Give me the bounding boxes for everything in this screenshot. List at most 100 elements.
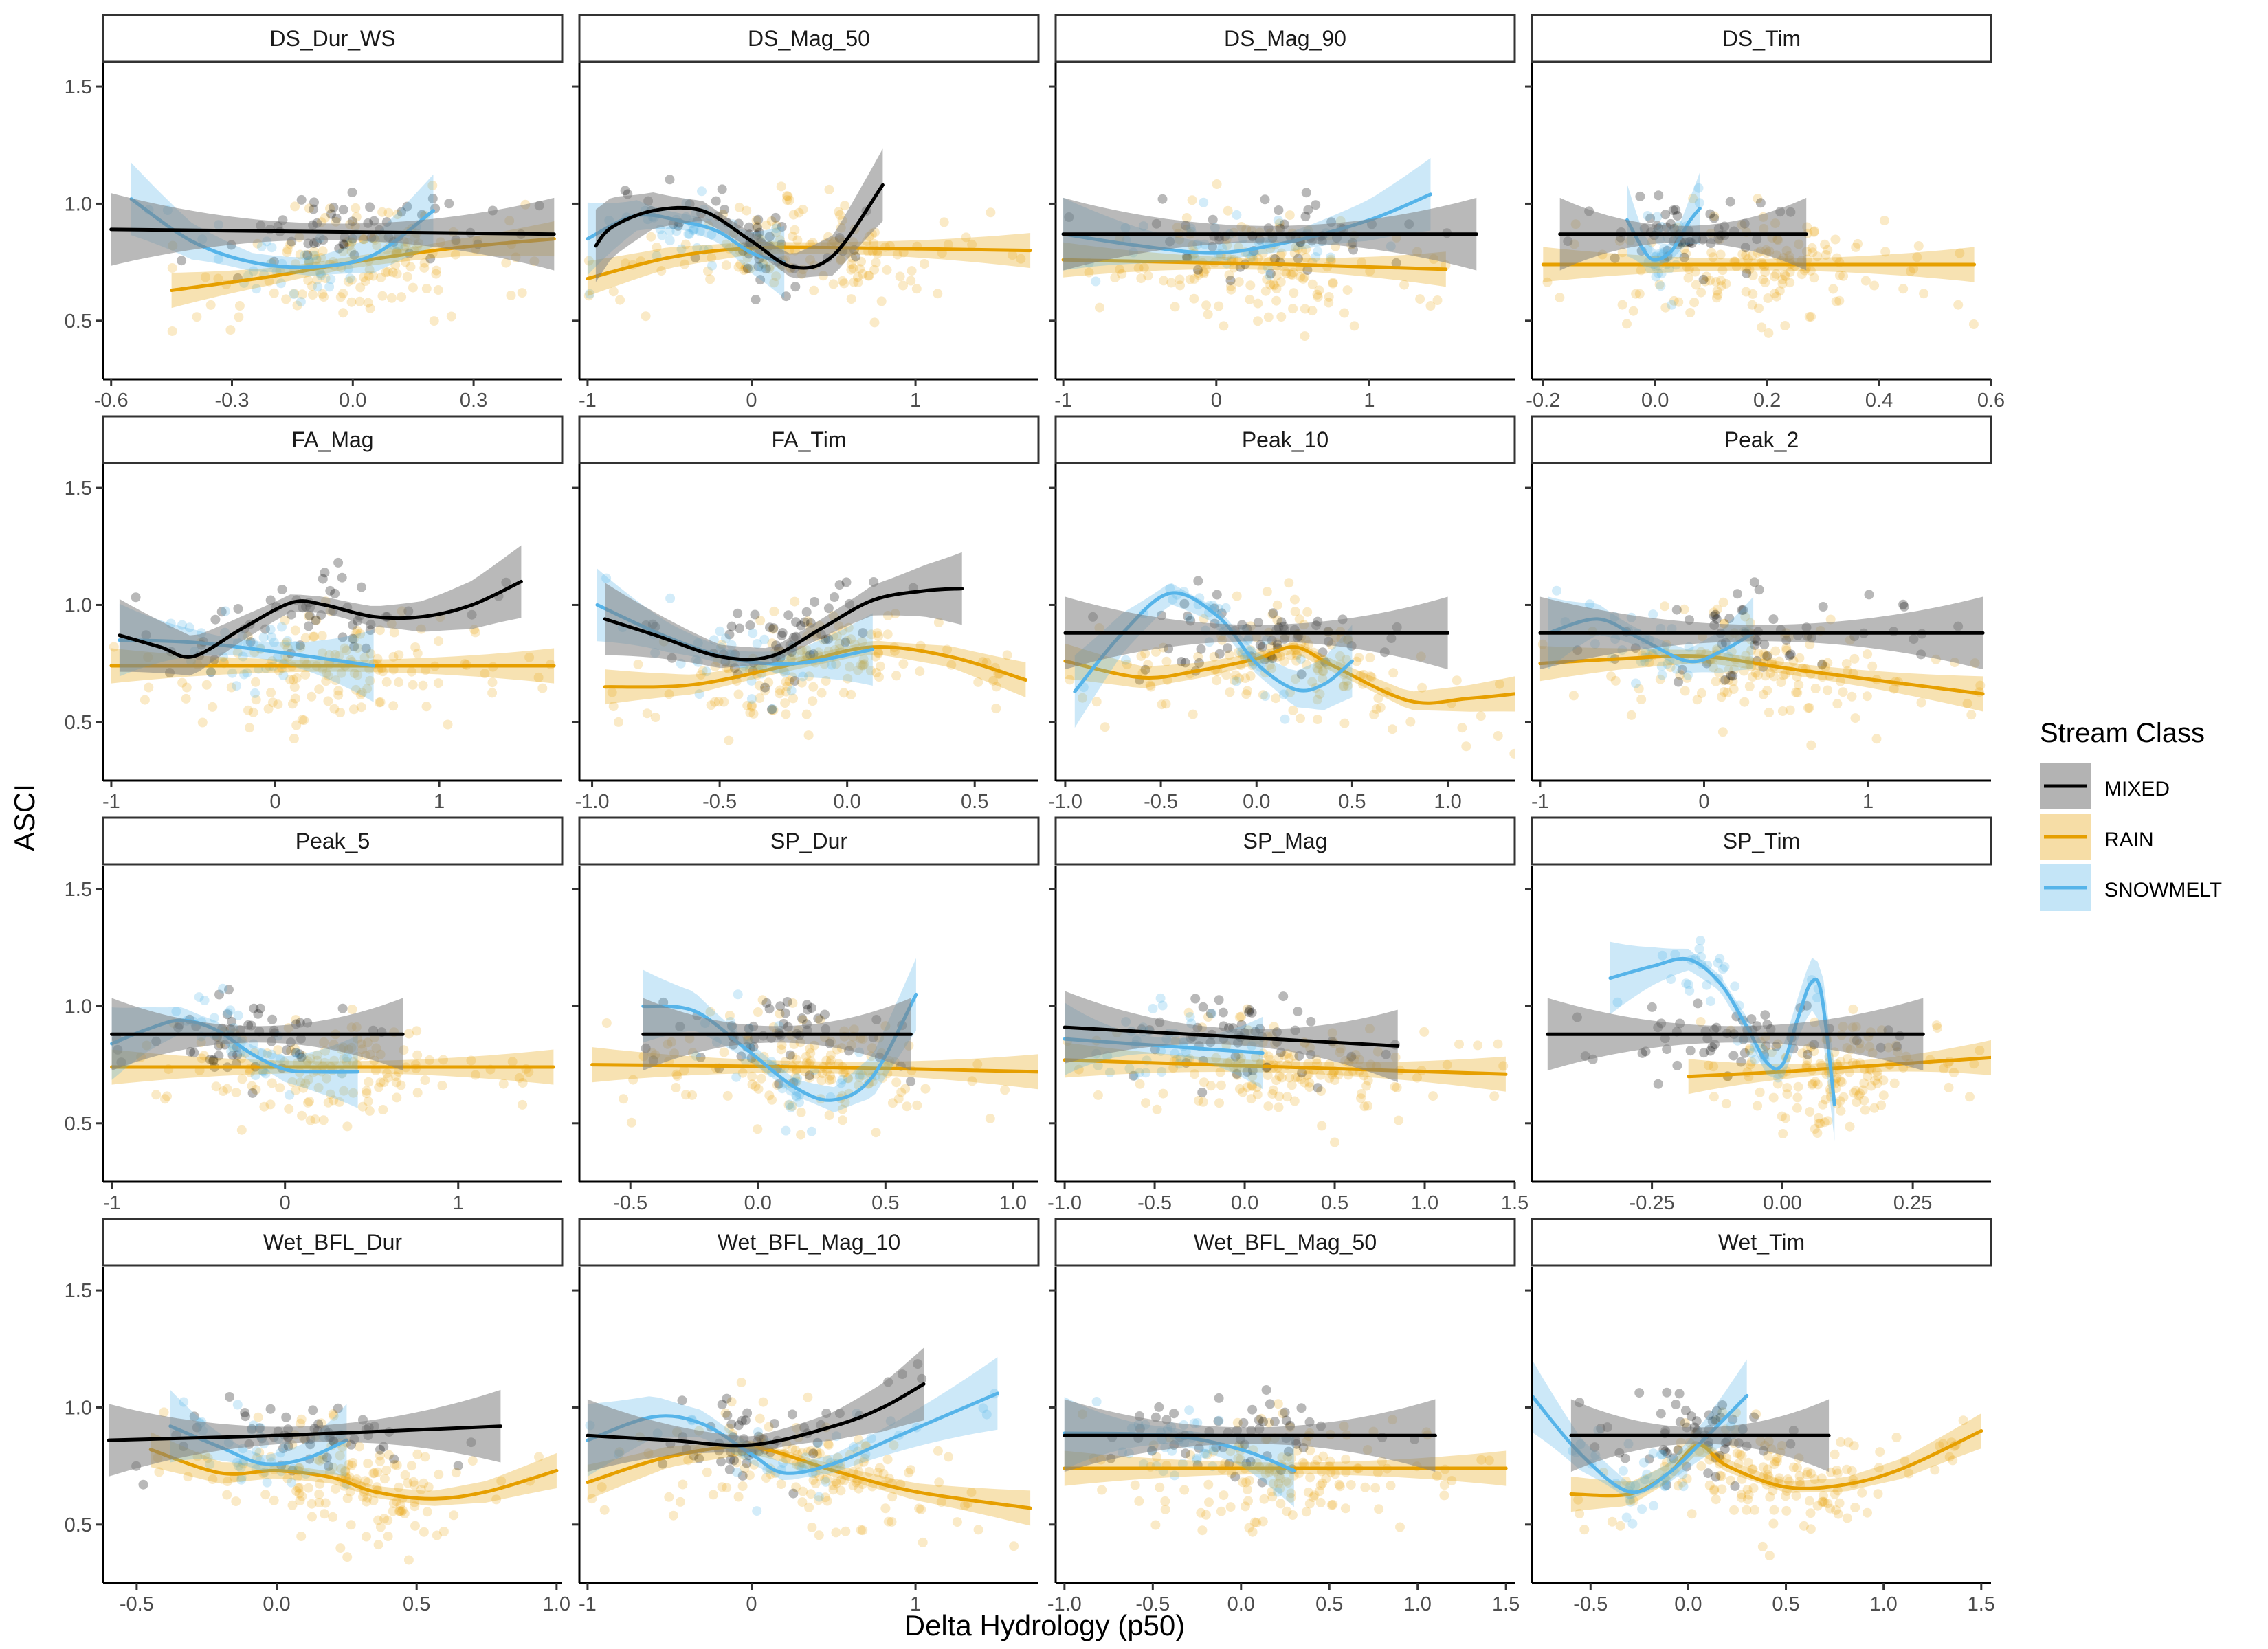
point-mixed — [808, 1448, 819, 1459]
point-rain — [641, 311, 651, 322]
point-mixed — [1679, 252, 1689, 262]
legend-keys — [2040, 763, 2091, 911]
point-rain — [1665, 662, 1676, 673]
point-mixed — [620, 186, 630, 196]
point-rain — [390, 260, 401, 270]
point-rain — [1634, 289, 1645, 299]
point-rain — [1823, 1499, 1833, 1509]
point-rain — [1204, 1497, 1214, 1507]
point-rain — [1363, 1101, 1373, 1111]
point-snow — [209, 1013, 219, 1023]
point-mixed — [444, 199, 454, 209]
point-rain — [1758, 1462, 1768, 1472]
point-rain — [1193, 651, 1203, 662]
point-snow — [1552, 585, 1561, 596]
point-rain — [293, 1472, 302, 1482]
fit-line-rain — [1063, 645, 1515, 705]
y-tick-label: 1.0 — [65, 996, 92, 1018]
point-rain — [1175, 274, 1185, 284]
point-rain — [1854, 1090, 1864, 1101]
point-rain — [1834, 1498, 1845, 1508]
ribbon-snow — [1627, 172, 1700, 269]
point-rain — [1821, 662, 1830, 672]
point-rain — [1293, 1073, 1303, 1082]
point-mixed — [302, 250, 313, 260]
point-rain — [1161, 699, 1171, 709]
point-rain — [788, 232, 798, 241]
point-rain — [1276, 248, 1287, 258]
point-mixed — [311, 615, 321, 625]
point-rain — [1000, 1085, 1010, 1095]
point-rain — [848, 263, 858, 273]
point-mixed — [303, 238, 313, 249]
point-rain — [753, 1084, 764, 1094]
strip-title: Wet_BFL_Mag_10 — [718, 1230, 900, 1255]
point-rain — [1318, 673, 1328, 684]
point-rain — [1249, 1517, 1260, 1527]
x-tick-label: 0.6 — [1977, 390, 2005, 412]
point-rain — [749, 1459, 759, 1470]
point-rain — [388, 651, 399, 662]
point-rain — [289, 734, 299, 743]
point-rain — [783, 1100, 794, 1110]
point-rain — [299, 715, 309, 726]
point-rain — [1739, 666, 1749, 676]
x-tick-label: 1 — [910, 1593, 921, 1615]
point-rain — [828, 279, 838, 289]
point-rain — [433, 285, 443, 295]
point-snow — [258, 1066, 269, 1077]
point-rain — [1159, 276, 1169, 286]
point-rain — [875, 1463, 885, 1473]
point-rain — [1850, 713, 1860, 723]
point-rain — [159, 1407, 169, 1417]
point-mixed — [1728, 1414, 1738, 1424]
point-rain — [791, 1482, 801, 1492]
point-rain — [1814, 1112, 1824, 1123]
point-rain — [1948, 1455, 1958, 1466]
point-rain — [291, 1486, 302, 1496]
point-rain — [710, 697, 720, 707]
point-rain — [304, 257, 314, 267]
point-mixed — [361, 643, 371, 653]
plot-area — [1532, 1359, 1983, 1561]
point-rain — [1110, 273, 1120, 283]
point-mixed — [1693, 998, 1703, 1009]
point-mixed — [1238, 1417, 1249, 1428]
point-rain — [798, 204, 808, 214]
point-rain — [784, 676, 794, 686]
point-snow — [1630, 1481, 1641, 1491]
point-rain — [838, 688, 849, 698]
x-tick-label: -1 — [579, 390, 597, 412]
point-rain — [820, 1492, 830, 1503]
point-snow — [792, 1073, 803, 1084]
point-rain — [1509, 748, 1515, 759]
point-mixed — [1726, 671, 1736, 681]
point-rain — [353, 670, 363, 680]
point-mixed — [294, 1049, 304, 1059]
point-rain — [275, 1083, 285, 1093]
point-snow — [262, 1477, 272, 1488]
point-rain — [1677, 1477, 1687, 1488]
point-rain — [1831, 296, 1841, 306]
point-rain — [1785, 278, 1795, 288]
point-mixed — [1179, 598, 1190, 609]
point-snow — [794, 1097, 804, 1108]
point-rain — [814, 1530, 824, 1540]
point-rain — [1794, 1477, 1805, 1487]
point-rain — [286, 1046, 296, 1056]
point-rain — [1809, 273, 1819, 283]
point-rain — [1234, 1012, 1245, 1022]
point-rain — [375, 1450, 385, 1461]
point-snow — [1750, 1055, 1760, 1065]
point-snow — [752, 639, 762, 649]
point-snow — [1717, 964, 1728, 974]
point-mixed — [1668, 1453, 1678, 1463]
point-mixed — [249, 1003, 259, 1013]
x-tick-label: 0.0 — [1641, 390, 1669, 412]
point-rain — [1847, 691, 1857, 702]
point-rain — [1743, 1494, 1753, 1505]
fit-line-mixed — [594, 183, 885, 270]
point-rain — [308, 290, 318, 300]
point-rain — [450, 249, 460, 260]
